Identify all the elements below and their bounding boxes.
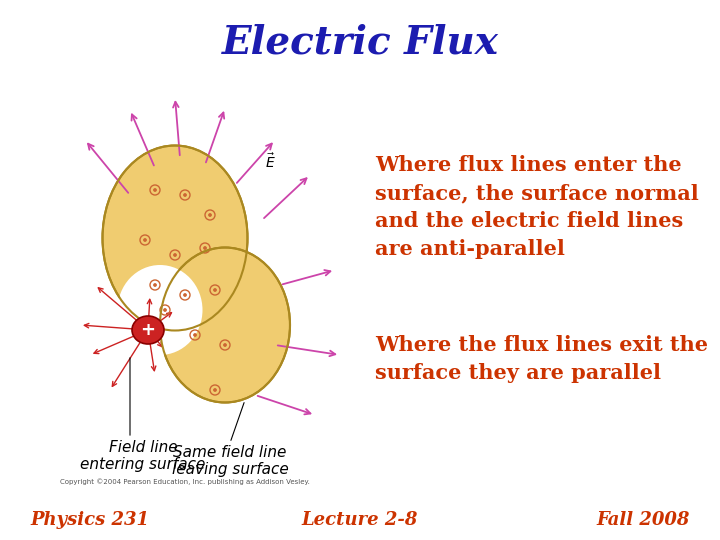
Circle shape [184, 294, 186, 296]
Text: Field line
entering surface: Field line entering surface [81, 440, 206, 472]
Ellipse shape [117, 265, 202, 355]
Text: Lecture 2-8: Lecture 2-8 [302, 511, 418, 529]
Text: Fall 2008: Fall 2008 [597, 511, 690, 529]
Text: Electric Flux: Electric Flux [222, 23, 498, 61]
Circle shape [209, 213, 212, 217]
Text: +: + [140, 321, 156, 339]
Circle shape [194, 334, 197, 336]
Text: Copyright ©2004 Pearson Education, Inc. publishing as Addison Vesley.: Copyright ©2004 Pearson Education, Inc. … [60, 478, 310, 485]
Text: Physics 231: Physics 231 [30, 511, 149, 529]
Circle shape [153, 284, 156, 287]
Text: Same field line
leaving surface: Same field line leaving surface [171, 445, 289, 477]
Text: Where flux lines enter the
surface, the surface normal
and the electric field li: Where flux lines enter the surface, the … [375, 155, 698, 259]
Text: $\vec{E}$: $\vec{E}$ [265, 153, 276, 171]
Ellipse shape [102, 145, 248, 330]
Circle shape [223, 343, 227, 347]
Ellipse shape [160, 247, 290, 402]
Ellipse shape [132, 316, 164, 344]
Circle shape [174, 253, 176, 256]
Circle shape [153, 188, 156, 192]
Circle shape [184, 193, 186, 197]
Circle shape [163, 308, 166, 312]
Text: Where the flux lines exit the
surface they are parallel: Where the flux lines exit the surface th… [375, 335, 708, 383]
Circle shape [204, 246, 207, 249]
Circle shape [214, 288, 217, 292]
Circle shape [214, 388, 217, 392]
Circle shape [143, 239, 146, 241]
